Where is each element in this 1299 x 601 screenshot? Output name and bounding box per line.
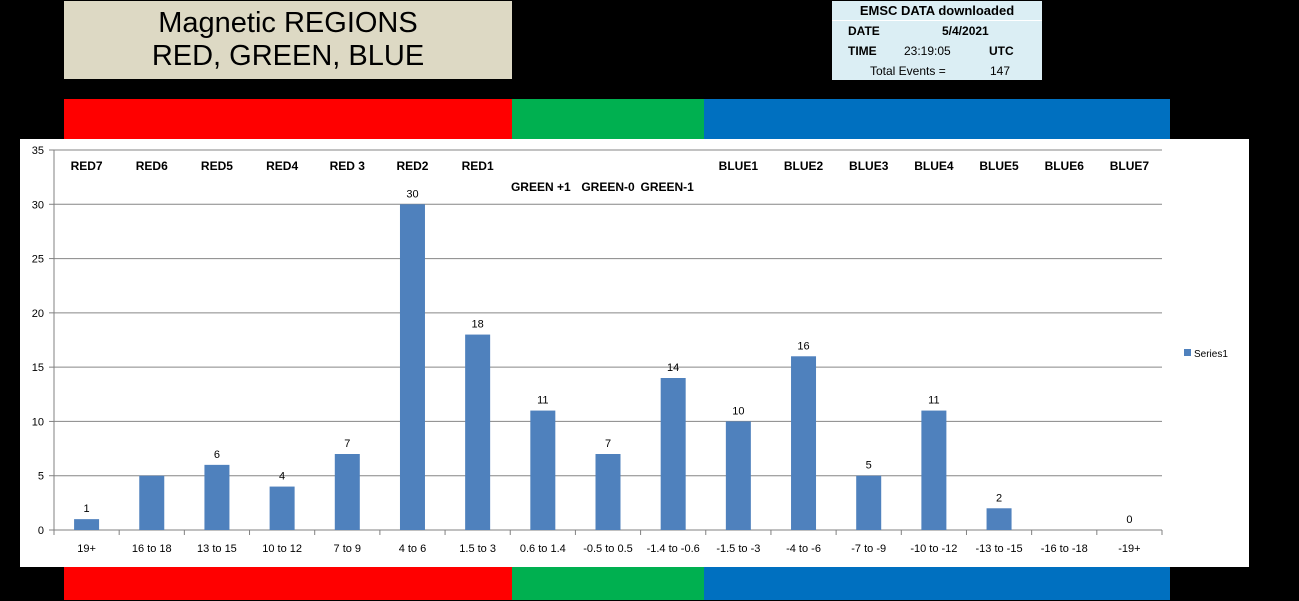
time-row: TIME 23:19:05 UTC: [832, 41, 1042, 61]
data-label: 5: [866, 460, 872, 472]
category-label: 19+: [77, 543, 96, 555]
category-label: -16 to -18: [1041, 543, 1088, 555]
data-label: 14: [667, 362, 679, 374]
region-label: BLUE6: [1045, 159, 1085, 173]
category-label: -10 to -12: [910, 543, 957, 555]
category-label: -0.5 to 0.5: [583, 543, 633, 555]
bar: [204, 464, 230, 530]
category-label: -1.4 to -0.6: [647, 543, 700, 555]
y-tick-label: 20: [32, 308, 44, 320]
time-label: TIME: [848, 44, 877, 58]
y-tick-label: 25: [32, 254, 44, 266]
region-label: GREEN-1: [641, 180, 695, 194]
y-tick-label: 5: [38, 471, 44, 483]
bar: [986, 508, 1012, 530]
category-label: 0.6 to 1.4: [520, 543, 566, 555]
data-label: 11: [928, 395, 939, 407]
y-tick-label: 30: [32, 199, 44, 211]
category-label: 7 to 9: [334, 543, 362, 555]
bar: [856, 475, 882, 530]
data-label: 10: [732, 405, 744, 417]
chart-panel: 0 5 10 15 20 25 30 35 1 19+ 16 to 18 6 13 to 15 4 10 t…: [20, 139, 1249, 567]
data-label: 11: [537, 395, 548, 407]
data-label: 30: [406, 188, 418, 200]
category-label: 10 to 12: [262, 543, 302, 555]
green-band-top: [512, 99, 704, 139]
bar: [921, 410, 947, 530]
region-label: BLUE7: [1110, 159, 1150, 173]
region-label: GREEN +1: [511, 180, 571, 194]
region-label: RED 3: [330, 159, 366, 173]
bar: [74, 519, 100, 530]
data-label: 18: [472, 319, 484, 331]
red-band-bottom: [64, 567, 512, 600]
data-label: 4: [279, 471, 285, 483]
bar: [139, 475, 165, 530]
y-tick-label: 35: [32, 145, 44, 157]
legend-label: Series1: [1194, 349, 1228, 360]
events-row: Total Events = 147: [832, 61, 1042, 81]
category-label: 16 to 18: [132, 543, 172, 555]
region-label: RED2: [396, 159, 428, 173]
blue-band-bottom: [704, 567, 1170, 600]
y-tick-label: 0: [38, 525, 44, 537]
bar: [334, 454, 360, 530]
red-band-top: [64, 99, 512, 139]
data-label: 7: [344, 438, 350, 450]
events-label: Total Events =: [870, 64, 946, 78]
title-line-1: Magnetic REGIONS: [158, 7, 418, 39]
time-zone: UTC: [989, 44, 1014, 58]
data-label: 1: [84, 503, 90, 515]
category-label: 4 to 6: [399, 543, 427, 555]
category-label: -13 to -15: [976, 543, 1023, 555]
bar: [595, 454, 621, 530]
emsc-info-box: EMSC DATA downloaded DATE 5/4/2021 TIME …: [832, 1, 1042, 80]
green-band-bottom: [512, 567, 704, 600]
data-label: 6: [214, 449, 220, 461]
data-label: 2: [996, 492, 1002, 504]
bar: [530, 410, 556, 530]
category-label: 1.5 to 3: [459, 543, 496, 555]
events-value: 147: [990, 64, 1011, 78]
emsc-header: EMSC DATA downloaded: [832, 1, 1042, 21]
region-label: RED5: [201, 159, 233, 173]
category-label: -7 to -9: [851, 543, 886, 555]
category-label: -19+: [1118, 543, 1140, 555]
y-tick-label: 15: [32, 362, 44, 374]
bar: [791, 356, 817, 530]
data-label: 7: [605, 438, 611, 450]
bar: [399, 204, 425, 530]
region-label: BLUE1: [719, 159, 759, 173]
time-value: 23:19:05: [904, 44, 951, 58]
date-value: 5/4/2021: [942, 24, 989, 38]
data-label: 0: [1126, 514, 1132, 526]
region-label: RED7: [71, 159, 103, 173]
title-box: Magnetic REGIONS RED, GREEN, BLUE: [64, 1, 512, 79]
bar: [725, 421, 751, 530]
region-label: BLUE3: [849, 159, 889, 173]
date-label: DATE: [848, 24, 880, 38]
category-label: 13 to 15: [197, 543, 237, 555]
data-label: 16: [797, 340, 809, 352]
region-label: RED6: [136, 159, 168, 173]
region-label: GREEN-0: [581, 180, 635, 194]
region-label: BLUE5: [979, 159, 1019, 173]
title-line-2: RED, GREEN, BLUE: [151, 40, 425, 72]
blue-band-top: [704, 99, 1170, 139]
y-tick-label: 10: [32, 416, 44, 428]
bar: [465, 334, 491, 530]
date-row: DATE 5/4/2021: [832, 21, 1042, 41]
region-label: BLUE2: [784, 159, 824, 173]
legend-swatch: [1184, 349, 1191, 356]
category-label: -4 to -6: [786, 543, 821, 555]
category-label: -1.5 to -3: [716, 543, 760, 555]
region-label: BLUE4: [914, 159, 954, 173]
region-label: RED1: [462, 159, 494, 173]
bar: [269, 486, 295, 530]
region-label: RED4: [266, 159, 298, 173]
bar: [660, 378, 686, 530]
